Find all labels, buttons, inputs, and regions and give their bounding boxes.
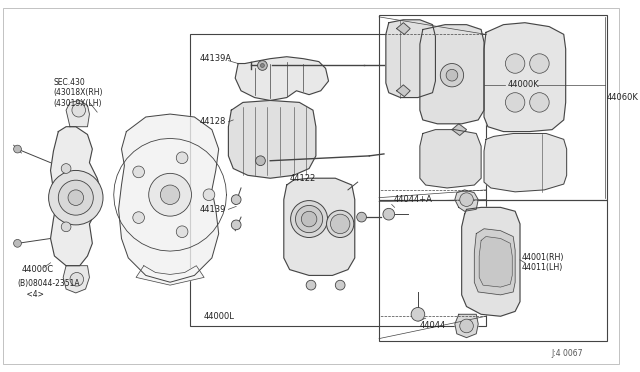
- Circle shape: [49, 170, 103, 225]
- Polygon shape: [420, 129, 481, 188]
- Circle shape: [72, 103, 86, 117]
- Bar: [189, 34, 486, 326]
- Text: 44044+A: 44044+A: [394, 195, 433, 204]
- Polygon shape: [455, 190, 478, 211]
- Circle shape: [176, 226, 188, 238]
- Circle shape: [530, 93, 549, 112]
- Polygon shape: [136, 266, 204, 285]
- Polygon shape: [455, 314, 478, 338]
- Circle shape: [133, 166, 145, 178]
- Polygon shape: [51, 127, 102, 266]
- Circle shape: [530, 54, 549, 73]
- Text: 44139: 44139: [199, 205, 226, 214]
- Polygon shape: [284, 178, 355, 275]
- Bar: [379, 200, 607, 340]
- Circle shape: [411, 308, 425, 321]
- Circle shape: [446, 69, 458, 81]
- Polygon shape: [452, 124, 467, 135]
- Ellipse shape: [330, 214, 350, 234]
- Text: SEC.430
(43018X(RH)
(43019X(LH): SEC.430 (43018X(RH) (43019X(LH): [54, 78, 103, 108]
- Polygon shape: [479, 237, 512, 287]
- Text: 44001(RH)
44011(LH): 44001(RH) 44011(LH): [522, 253, 564, 272]
- Circle shape: [231, 195, 241, 205]
- Circle shape: [260, 64, 264, 67]
- Circle shape: [506, 54, 525, 73]
- Ellipse shape: [301, 211, 317, 227]
- Polygon shape: [386, 20, 435, 97]
- Circle shape: [356, 212, 367, 222]
- Circle shape: [460, 319, 474, 333]
- Polygon shape: [397, 23, 410, 34]
- Polygon shape: [228, 100, 316, 178]
- Ellipse shape: [326, 210, 354, 237]
- Circle shape: [68, 190, 84, 205]
- Circle shape: [148, 173, 191, 216]
- Circle shape: [460, 193, 474, 206]
- Circle shape: [61, 222, 71, 232]
- Ellipse shape: [291, 201, 328, 237]
- Text: 44000C: 44000C: [21, 265, 54, 274]
- Polygon shape: [474, 229, 515, 295]
- Circle shape: [61, 164, 71, 173]
- Polygon shape: [397, 85, 410, 97]
- Ellipse shape: [296, 205, 323, 232]
- Text: 44000L: 44000L: [204, 312, 234, 321]
- Circle shape: [203, 189, 215, 201]
- Polygon shape: [66, 100, 90, 127]
- Polygon shape: [63, 266, 90, 293]
- Text: 44044: 44044: [420, 321, 446, 330]
- Bar: [379, 15, 607, 200]
- Polygon shape: [420, 25, 484, 124]
- Text: 44122: 44122: [290, 174, 316, 183]
- Polygon shape: [118, 114, 219, 282]
- Circle shape: [161, 185, 180, 205]
- Text: 44139A: 44139A: [199, 54, 232, 63]
- Circle shape: [231, 220, 241, 230]
- Text: J:4 0067: J:4 0067: [552, 349, 583, 357]
- Circle shape: [257, 61, 268, 70]
- Polygon shape: [236, 57, 328, 100]
- Text: 44128: 44128: [199, 117, 226, 126]
- Circle shape: [133, 212, 145, 224]
- Circle shape: [58, 180, 93, 215]
- Circle shape: [70, 273, 84, 286]
- Text: (B)08044-2351A
    <4>: (B)08044-2351A <4>: [17, 279, 80, 299]
- Circle shape: [255, 156, 266, 166]
- Circle shape: [506, 93, 525, 112]
- Circle shape: [306, 280, 316, 290]
- Polygon shape: [484, 134, 566, 192]
- Polygon shape: [484, 23, 566, 132]
- Text: 44000K: 44000K: [508, 80, 539, 89]
- Circle shape: [440, 64, 463, 87]
- Circle shape: [383, 208, 395, 220]
- Circle shape: [13, 145, 21, 153]
- Text: 44060K: 44060K: [607, 93, 638, 102]
- Circle shape: [13, 240, 21, 247]
- Circle shape: [335, 280, 345, 290]
- Polygon shape: [461, 207, 520, 316]
- Circle shape: [176, 152, 188, 164]
